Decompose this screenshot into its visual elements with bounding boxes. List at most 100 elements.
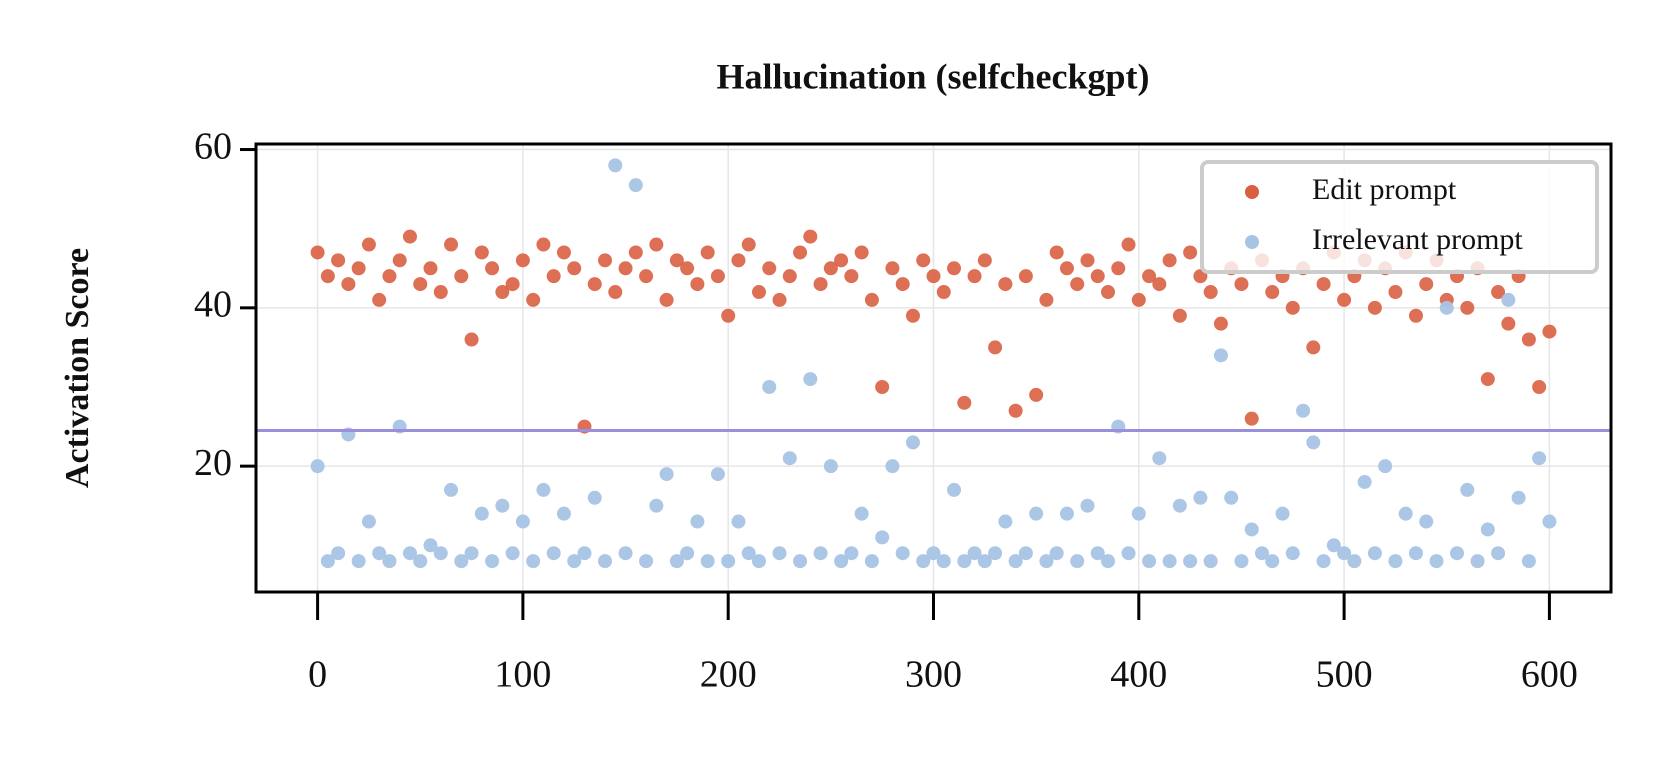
data-point	[1501, 316, 1516, 331]
data-point	[1172, 498, 1187, 513]
data-point	[710, 269, 725, 284]
data-point	[1244, 522, 1259, 537]
data-point	[1367, 546, 1382, 561]
data-point	[988, 340, 1003, 355]
data-point	[1306, 435, 1321, 450]
data-point	[341, 277, 356, 292]
data-point	[834, 554, 849, 569]
data-point	[1439, 300, 1454, 315]
data-point	[1480, 372, 1495, 387]
data-point	[515, 253, 530, 268]
data-point	[1162, 253, 1177, 268]
data-point	[1337, 292, 1352, 307]
data-point	[454, 269, 469, 284]
data-point	[598, 253, 613, 268]
data-point	[875, 379, 890, 394]
data-point	[690, 277, 705, 292]
data-point	[782, 451, 797, 466]
data-point	[905, 435, 920, 450]
data-point	[423, 261, 438, 276]
data-point	[536, 237, 551, 252]
data-point	[772, 546, 787, 561]
data-point	[1059, 261, 1074, 276]
data-point	[1080, 498, 1095, 513]
data-point	[680, 546, 695, 561]
x-tick-label: 0	[308, 654, 327, 696]
data-point	[1152, 277, 1167, 292]
data-point	[967, 269, 982, 284]
data-point	[495, 498, 510, 513]
data-point	[1111, 261, 1126, 276]
data-point	[464, 332, 479, 347]
data-point	[813, 277, 828, 292]
data-point	[1039, 554, 1054, 569]
data-point	[454, 554, 469, 569]
data-point	[793, 554, 808, 569]
data-point	[1070, 554, 1085, 569]
data-point	[1203, 285, 1218, 300]
data-point	[628, 245, 643, 260]
data-point	[977, 554, 992, 569]
data-point	[905, 308, 920, 323]
data-point	[669, 554, 684, 569]
data-point	[854, 506, 869, 521]
data-point	[1470, 554, 1485, 569]
data-point	[1059, 506, 1074, 521]
data-point	[751, 285, 766, 300]
data-point	[1008, 403, 1023, 418]
data-point	[474, 245, 489, 260]
data-point	[1429, 554, 1444, 569]
data-point	[844, 546, 859, 561]
data-point	[392, 253, 407, 268]
data-point	[854, 245, 869, 260]
data-point	[1008, 554, 1023, 569]
data-point	[721, 554, 736, 569]
data-point	[1131, 506, 1146, 521]
data-point	[444, 237, 459, 252]
data-point	[1460, 482, 1475, 497]
data-point	[1090, 546, 1105, 561]
data-point	[1511, 490, 1526, 505]
data-point	[1142, 554, 1157, 569]
x-tick-label: 300	[905, 654, 962, 696]
data-point	[372, 546, 387, 561]
data-point	[1213, 348, 1228, 363]
data-point	[823, 459, 838, 474]
data-point	[680, 261, 695, 276]
data-point	[1029, 387, 1044, 402]
data-point	[793, 245, 808, 260]
data-point	[1152, 451, 1167, 466]
data-point	[762, 261, 777, 276]
data-point	[402, 229, 417, 244]
data-point	[916, 253, 931, 268]
data-point	[895, 546, 910, 561]
data-point	[1131, 292, 1146, 307]
data-point	[772, 292, 787, 307]
data-point	[1378, 459, 1393, 474]
data-point	[382, 554, 397, 569]
data-point	[1337, 546, 1352, 561]
data-point	[351, 261, 366, 276]
data-point	[320, 554, 335, 569]
data-point	[1254, 546, 1269, 561]
data-point	[936, 554, 951, 569]
data-point	[885, 261, 900, 276]
data-point	[1029, 506, 1044, 521]
data-point	[361, 514, 376, 529]
data-point	[505, 546, 520, 561]
data-point	[834, 253, 849, 268]
data-point	[916, 554, 931, 569]
x-tick-label: 500	[1316, 654, 1373, 696]
data-point	[639, 269, 654, 284]
data-point	[495, 285, 510, 300]
data-point	[536, 482, 551, 497]
data-point	[474, 506, 489, 521]
data-point	[1450, 546, 1465, 561]
data-point	[1285, 546, 1300, 561]
data-point	[1018, 546, 1033, 561]
data-point	[700, 554, 715, 569]
data-point	[1480, 522, 1495, 537]
data-point	[567, 261, 582, 276]
data-point	[1521, 332, 1536, 347]
